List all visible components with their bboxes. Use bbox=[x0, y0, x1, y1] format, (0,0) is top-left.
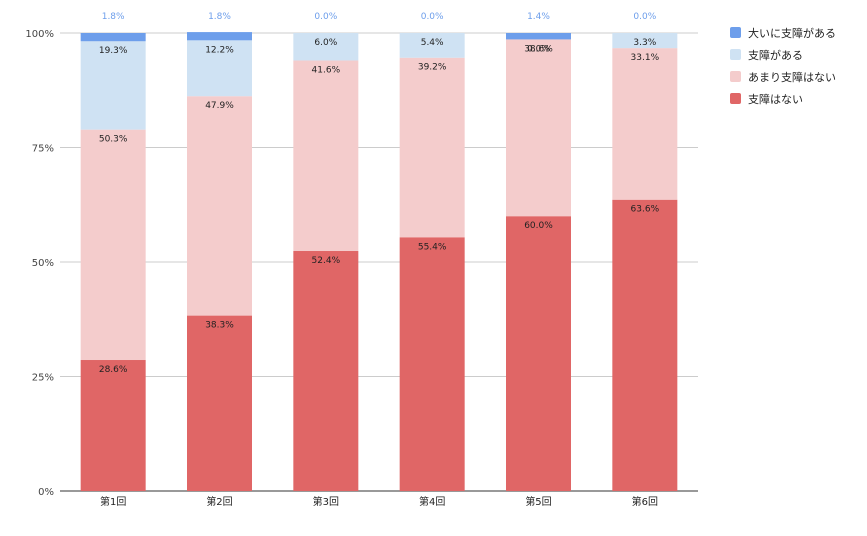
bar-segment bbox=[80, 33, 146, 42]
gridlines bbox=[60, 32, 698, 492]
data-label: 1.8% bbox=[208, 12, 231, 22]
bar-segment bbox=[506, 33, 571, 40]
y-tick-label: 25% bbox=[32, 373, 54, 384]
x-tick-label: 第6回 bbox=[632, 495, 658, 508]
bar-segment bbox=[293, 251, 359, 491]
x-axis: 第1回 第2回 第3回 第4回 第5回 第6回 bbox=[100, 495, 658, 508]
data-label: 60.0% bbox=[524, 221, 553, 231]
bar-segment bbox=[506, 216, 571, 491]
data-label: 5.4% bbox=[421, 38, 444, 48]
legend-swatch bbox=[730, 27, 741, 38]
data-label: 1.8% bbox=[102, 12, 125, 22]
x-tick-label: 第1回 bbox=[100, 495, 126, 508]
data-label: 19.3% bbox=[99, 46, 128, 56]
data-label: 41.6% bbox=[312, 65, 341, 75]
data-label: 38.3% bbox=[205, 321, 234, 331]
legend-label: あまり支障はない bbox=[748, 70, 836, 84]
bar-segment bbox=[187, 40, 252, 97]
data-label: 0.0% bbox=[421, 12, 444, 22]
x-tick-label: 第4回 bbox=[419, 495, 445, 508]
bar-segment bbox=[80, 360, 146, 491]
data-label: 63.6% bbox=[631, 205, 660, 215]
bar-segment bbox=[399, 33, 465, 58]
data-label: 38.6% bbox=[524, 44, 553, 54]
data-label: 33.1% bbox=[631, 53, 660, 63]
bar-segment bbox=[80, 129, 146, 361]
legend-swatch bbox=[730, 93, 741, 104]
data-label: 50.3% bbox=[99, 135, 128, 145]
data-label: 47.9% bbox=[205, 101, 234, 111]
bar-segment bbox=[612, 33, 678, 49]
y-tick-label: 100% bbox=[25, 29, 54, 40]
data-label: 6.0% bbox=[314, 38, 337, 48]
bar-segment bbox=[80, 41, 146, 130]
data-label: 39.2% bbox=[418, 63, 447, 73]
data-label: 0.0% bbox=[314, 12, 337, 22]
data-label: 12.2% bbox=[205, 45, 234, 55]
y-tick-label: 50% bbox=[32, 258, 54, 269]
bar-segment bbox=[399, 237, 465, 491]
bar-segment bbox=[399, 57, 465, 238]
bar-segment bbox=[293, 60, 359, 252]
y-tick-label: 0% bbox=[38, 487, 54, 498]
y-tick-label: 75% bbox=[32, 144, 54, 155]
data-label: 55.4% bbox=[418, 242, 447, 252]
legend-label: 大いに支障がある bbox=[748, 26, 836, 40]
x-tick-label: 第2回 bbox=[206, 495, 232, 508]
bar-segment bbox=[187, 315, 252, 491]
bar-segment bbox=[612, 48, 678, 200]
data-label: 0.0% bbox=[633, 12, 656, 22]
data-label: 1.4% bbox=[527, 12, 550, 22]
legend-label: 支障はない bbox=[748, 92, 803, 106]
data-label: 28.6% bbox=[99, 365, 128, 375]
legend-swatch bbox=[730, 71, 741, 82]
bar-segment bbox=[612, 199, 678, 491]
x-tick-label: 第3回 bbox=[313, 495, 339, 508]
legend-swatch bbox=[730, 49, 741, 60]
data-label: 52.4% bbox=[312, 256, 341, 266]
data-label: 0.0% bbox=[527, 44, 550, 54]
bar-segment bbox=[293, 33, 359, 61]
data-label: 3.3% bbox=[633, 38, 656, 48]
bar-segment bbox=[187, 96, 252, 316]
bars: 28.6% 50.3% 19.3% 1.8% 38.3% 47.9% 12.2% 1.8% 52… bbox=[80, 12, 678, 491]
y-axis: 0% 25% 50% 75% 100% bbox=[25, 29, 54, 498]
bar-segment bbox=[187, 32, 252, 41]
x-tick-label: 第5回 bbox=[525, 495, 551, 508]
bar-segment bbox=[506, 39, 571, 217]
legend-label: 支障がある bbox=[748, 48, 803, 62]
